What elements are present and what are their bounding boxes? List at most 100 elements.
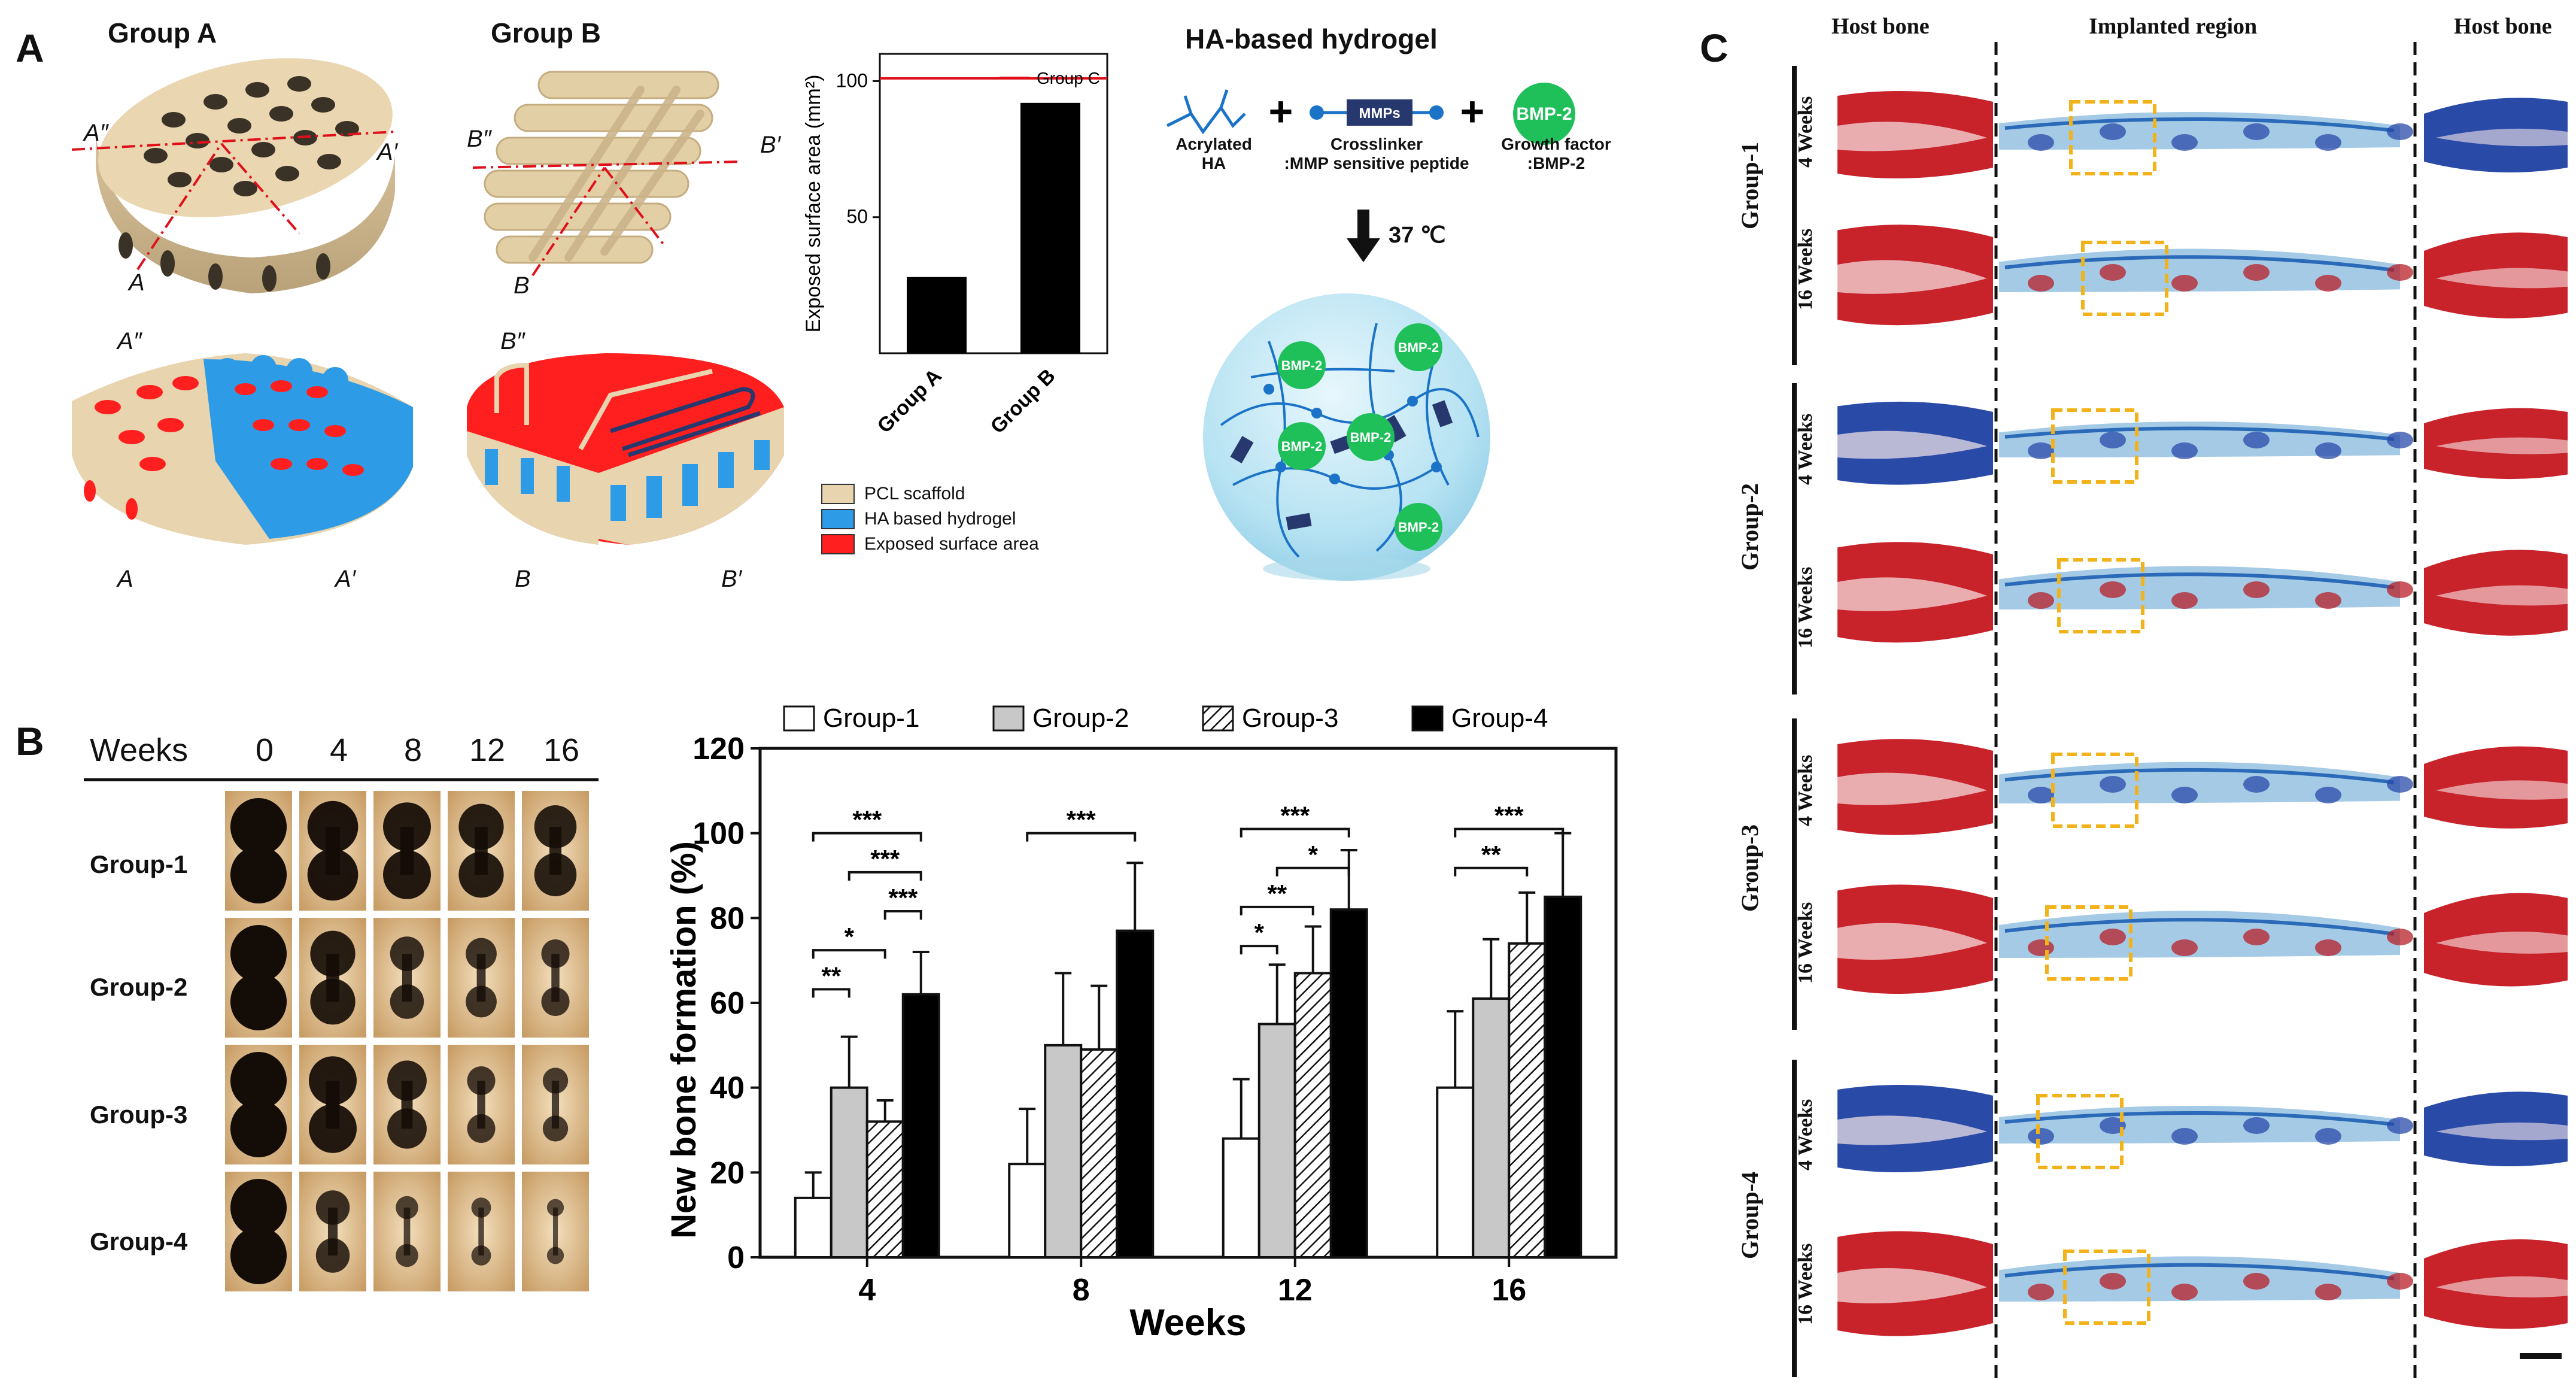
week-header-16: 16 — [543, 732, 580, 768]
chart-b-ytick-label-3: 60 — [710, 986, 745, 1021]
chart-b-significance-stars-8: ** — [1267, 880, 1287, 908]
micro-ct-image-r3-c4 — [448, 1045, 515, 1164]
histology-row-label-3a: 4 Weeks — [1794, 754, 1816, 826]
week-header-4: 4 — [329, 732, 348, 768]
histology-roi-box-7 — [2036, 1094, 2124, 1169]
chart-b-legend-swatch-1 — [783, 705, 815, 732]
mmps-label: MMPs — [1359, 105, 1400, 122]
micro-ct-image-r2-c4 — [448, 918, 515, 1038]
chart-b-significance-bracket-2 — [883, 910, 922, 920]
legend-item-pcl: PCL scaffold — [821, 484, 1039, 504]
chart-b-significance-bracket-11 — [1454, 866, 1529, 877]
chart-b-bar-16-group-4 — [1544, 895, 1582, 1258]
chart-b-xtick-label-8: 8 — [1073, 1273, 1090, 1308]
bmp2-particle-label-4: BMP-2 — [1350, 430, 1391, 445]
micro-ct-image-r4-c2 — [299, 1172, 366, 1291]
legend-swatch-pcl — [821, 484, 855, 504]
chart-b-bar-8-group-2 — [1044, 1044, 1083, 1258]
micro-ct-image-r2-c2 — [299, 918, 366, 1038]
cut-label-b-prime: B′ — [721, 566, 742, 592]
cut-label-a-double-prime: A″ — [117, 328, 142, 354]
section-label-b: B — [514, 272, 530, 299]
acrylated-ha-label: Acrylated HA — [1166, 135, 1262, 173]
chart-b-xtick-label-4: 4 — [858, 1273, 876, 1308]
growth-factor-text: Growth factor — [1501, 135, 1611, 153]
micro-ct-image-r3-c2 — [299, 1045, 366, 1164]
chart-b-legend-label-4: Group-4 — [1451, 703, 1548, 733]
section-label-b-double-prime: B″ — [467, 126, 491, 152]
legend-label-hydrogel: HA based hydrogel — [864, 509, 1016, 529]
cut-label-a-prime: A′ — [335, 566, 356, 592]
cut-label-b-double-prime: B″ — [500, 328, 525, 354]
chart-b-legend-swatch-4 — [1411, 705, 1444, 732]
histology-roi-box-6 — [2045, 905, 2133, 981]
chart-b-legend-swatch-2 — [992, 705, 1025, 732]
chart-b-xlabel: Weeks — [1129, 1302, 1246, 1343]
histology-group-label-3: Group-3 — [1736, 824, 1763, 912]
group-b-scaffold-illustration — [472, 71, 743, 277]
week-header-12: 12 — [469, 732, 506, 768]
chart-b-significance-bracket-1 — [847, 871, 922, 881]
bmp2-particle-label-5: BMP-2 — [1398, 520, 1439, 535]
chart-b-significance-stars-2: *** — [888, 884, 918, 912]
micro-ct-image-r1-c1 — [225, 791, 292, 911]
chart-b-significance-stars-9: * — [1254, 918, 1265, 947]
down-arrow-icon — [1347, 210, 1380, 262]
legend-swatch-hydrogel — [821, 509, 855, 529]
histology-roi-box-2 — [2081, 241, 2168, 316]
bmp2-particle-label-1: BMP-2 — [1281, 358, 1322, 373]
histology-row-label-4a: 4 Weeks — [1794, 1099, 1816, 1170]
growth-factor-label: Growth factor :BMP-2 — [1484, 135, 1628, 173]
chart-b-bar-12-group-3 — [1293, 972, 1332, 1258]
chart-b-bar-16-group-3 — [1508, 942, 1547, 1259]
group-a-cross-section — [72, 353, 413, 545]
chart-b-significance-stars-5: *** — [1067, 806, 1096, 834]
week-header-8: 8 — [403, 732, 423, 768]
micro-ct-image-r3-c5 — [522, 1045, 589, 1164]
chart-a-ytick-label-0: 50 — [846, 206, 868, 228]
chart-b-ylabel: New bone formation (%) — [670, 841, 703, 1239]
chart-b-legend-label-2: Group-2 — [1032, 703, 1129, 733]
chart-a-bar-0 — [907, 277, 967, 353]
chart-a-ytick-label-1: 100 — [836, 69, 868, 91]
micro-ct-image-r3-c1 — [225, 1045, 292, 1164]
group-b-title: Group B — [491, 17, 601, 48]
chart-a-category-label-0: Group A — [873, 365, 946, 438]
micro-ct-image-r2-c3 — [373, 918, 441, 1038]
histology-group-label-1: Group-1 — [1736, 142, 1763, 229]
section-label-b-prime: B′ — [760, 132, 781, 158]
chart-b-significance-bracket-3 — [812, 949, 886, 959]
plus-sign-1: + — [1269, 88, 1293, 135]
exposed-surface-area-chart: 50 100 Exposed surface area (mm²) Group C Gr… — [802, 53, 1108, 438]
chart-b-significance-stars-10: *** — [1494, 802, 1524, 830]
chart-b-legend-label-3: Group-3 — [1242, 703, 1338, 733]
legend-label-exposed: Exposed surface area — [864, 534, 1039, 554]
micro-ct-image-r4-c5 — [522, 1172, 589, 1291]
histology-section-4 — [1837, 542, 2568, 643]
histology-section-3 — [1837, 401, 2568, 485]
chart-b-significance-stars-0: *** — [852, 806, 882, 834]
section-label-a-double-prime: A″ — [84, 120, 108, 146]
histology-row-label-2a: 4 Weeks — [1794, 413, 1816, 485]
chart-b-significance-bracket-4 — [812, 988, 850, 998]
chart-b-bar-16-group-2 — [1472, 997, 1511, 1258]
chart-b-significance-stars-11: ** — [1481, 841, 1501, 869]
histology-section-2 — [1837, 225, 2568, 326]
chart-b-ytick-label-0: 0 — [727, 1241, 745, 1275]
growth-factor-sub-text: :BMP-2 — [1527, 154, 1585, 172]
chart-b-bar-8-group-3 — [1080, 1048, 1119, 1259]
legend-item-hydrogel: HA based hydrogel — [821, 509, 1039, 529]
group-b-cross-section — [467, 353, 784, 545]
chart-b-bar-4-group-2 — [830, 1086, 868, 1259]
header-implanted-region: Implanted region — [2089, 14, 2258, 39]
histology-panel — [1792, 42, 2568, 1383]
micro-ct-image-r2-c5 — [522, 918, 589, 1038]
micro-ct-image-r2-c1 — [225, 918, 292, 1038]
weeks-header-label: Weeks — [90, 732, 189, 768]
header-host-bone-right: Host bone — [2454, 14, 2552, 39]
histology-roi-box-3 — [2051, 408, 2138, 484]
acrylated-text: Acrylated — [1175, 135, 1252, 153]
chart-b-significance-stars-4: ** — [821, 962, 841, 990]
chart-b-bar-8-group-1 — [1008, 1163, 1047, 1259]
micro-ct-image-r1-c5 — [522, 791, 589, 911]
